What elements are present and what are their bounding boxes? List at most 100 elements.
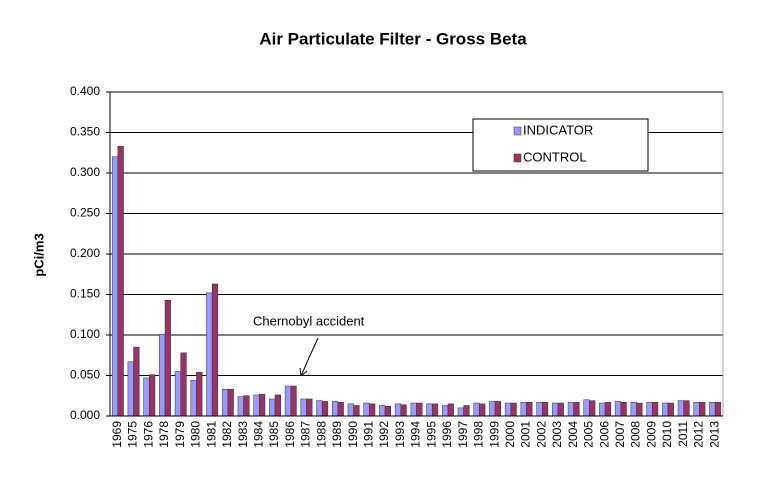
- bar: [143, 377, 150, 417]
- bar: [599, 402, 606, 417]
- bar: [494, 401, 501, 417]
- legend-swatch: [513, 153, 522, 163]
- annotation: Chernobyl accident: [253, 313, 365, 328]
- x-tick-label: 1980: [189, 421, 203, 448]
- x-tick-label: 1985: [267, 421, 281, 448]
- x-tick-label: 2003: [550, 421, 564, 448]
- bar: [379, 405, 386, 417]
- bar: [221, 389, 229, 417]
- bar: [520, 401, 527, 417]
- x-tick-label: 1975: [126, 421, 140, 448]
- bar: [636, 402, 643, 417]
- y-tick-label: 0.300: [70, 165, 100, 179]
- bar: [583, 399, 590, 417]
- x-tick-label: 1990: [346, 421, 360, 448]
- bar: [709, 401, 716, 417]
- x-tick-label: 1969: [110, 421, 124, 448]
- bar: [489, 401, 496, 417]
- x-tick-label: 1987: [299, 421, 313, 448]
- bar: [442, 405, 449, 417]
- bar: [410, 402, 417, 417]
- x-tick-label: 2005: [582, 421, 596, 448]
- bar: [473, 402, 480, 417]
- bar: [237, 396, 244, 417]
- bar: [463, 405, 470, 417]
- bar: [164, 299, 171, 417]
- x-tick-label: 1996: [440, 421, 454, 448]
- y-tick-label: 0.000: [70, 408, 100, 422]
- x-tick-label: 1997: [456, 421, 470, 448]
- bar: [667, 402, 674, 417]
- y-tick-label: 0.250: [70, 206, 100, 220]
- bar: [149, 374, 156, 417]
- bar: [400, 404, 407, 417]
- y-tick-label: 0.150: [70, 287, 100, 301]
- bar: [714, 401, 722, 417]
- bar: [552, 402, 559, 417]
- bar: [259, 393, 266, 417]
- x-tick-label: 2009: [644, 421, 658, 448]
- bar: [316, 400, 323, 417]
- bar: [589, 400, 596, 417]
- x-tick-label: 2000: [503, 421, 517, 448]
- x-tick-label: 1983: [236, 421, 250, 448]
- legend-box: [472, 118, 649, 172]
- x-tick-label: 2004: [566, 421, 580, 448]
- legend-label: INDICATOR: [523, 122, 593, 137]
- bar: [604, 401, 612, 417]
- bar: [620, 401, 627, 417]
- bar: [573, 401, 580, 417]
- bar: [159, 333, 166, 417]
- x-tick-label: 2002: [534, 421, 548, 448]
- x-tick-label: 1995: [424, 421, 438, 448]
- bar: [447, 403, 454, 417]
- bar: [526, 401, 533, 417]
- bar: [567, 401, 574, 417]
- bar: [479, 403, 486, 417]
- bar: [683, 400, 690, 417]
- bar: [332, 401, 339, 417]
- bar: [693, 401, 700, 417]
- bar: [431, 403, 439, 417]
- bar: [646, 401, 653, 417]
- x-tick-label: 1982: [220, 421, 234, 448]
- bar: [190, 380, 197, 417]
- bar: [394, 403, 402, 417]
- bar: [353, 405, 360, 417]
- x-tick-label: 1991: [362, 421, 376, 448]
- bar: [557, 402, 564, 417]
- legend-label: CONTROL: [523, 149, 587, 164]
- x-tick-label: 1999: [487, 421, 501, 448]
- bar: [269, 398, 276, 417]
- x-tick-label: 1981: [204, 421, 218, 448]
- bar: [347, 403, 354, 417]
- bar: [536, 401, 543, 417]
- bar: [274, 394, 281, 417]
- x-tick-label: 2010: [660, 421, 674, 448]
- x-tick-label: 1979: [173, 421, 187, 448]
- bar: [321, 401, 329, 417]
- bar: [510, 402, 517, 417]
- x-tick-label: 1994: [409, 421, 423, 448]
- bar: [180, 352, 187, 417]
- y-tick-label: 0.200: [70, 246, 100, 260]
- bar: [243, 395, 250, 417]
- bar: [363, 402, 370, 417]
- y-tick-label: 0.100: [70, 327, 100, 341]
- x-tick-label: 2006: [597, 421, 611, 448]
- legend-swatch: [513, 126, 522, 136]
- bar: [337, 401, 344, 417]
- bar: [211, 283, 219, 417]
- bar: [253, 394, 260, 417]
- x-tick-label: 2013: [707, 421, 721, 448]
- x-tick-label: 1993: [393, 421, 407, 448]
- bar: [677, 400, 684, 417]
- x-tick-label: 2008: [629, 421, 643, 448]
- bar: [127, 361, 134, 417]
- bar: [614, 401, 622, 417]
- x-tick-label: 2012: [692, 421, 706, 448]
- bar: [174, 371, 181, 417]
- y-tick-label: 0.050: [70, 368, 100, 382]
- x-tick-label: 1976: [141, 421, 155, 448]
